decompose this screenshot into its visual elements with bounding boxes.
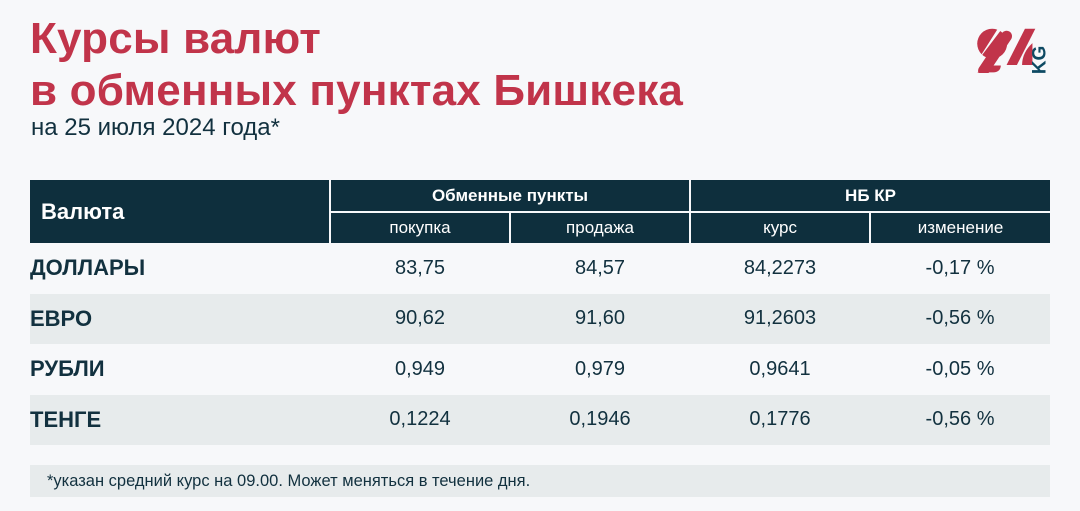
- svg-text:KG: KG: [1030, 46, 1050, 73]
